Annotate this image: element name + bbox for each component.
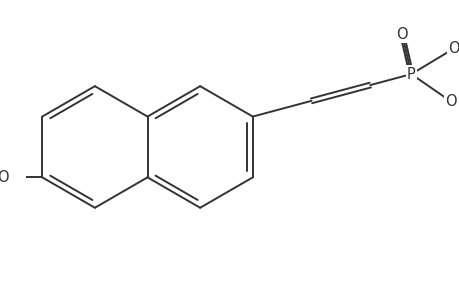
Text: O: O bbox=[447, 41, 459, 56]
Text: O: O bbox=[396, 27, 407, 42]
Text: O: O bbox=[0, 170, 9, 185]
Text: P: P bbox=[406, 67, 415, 82]
Text: O: O bbox=[444, 94, 456, 109]
